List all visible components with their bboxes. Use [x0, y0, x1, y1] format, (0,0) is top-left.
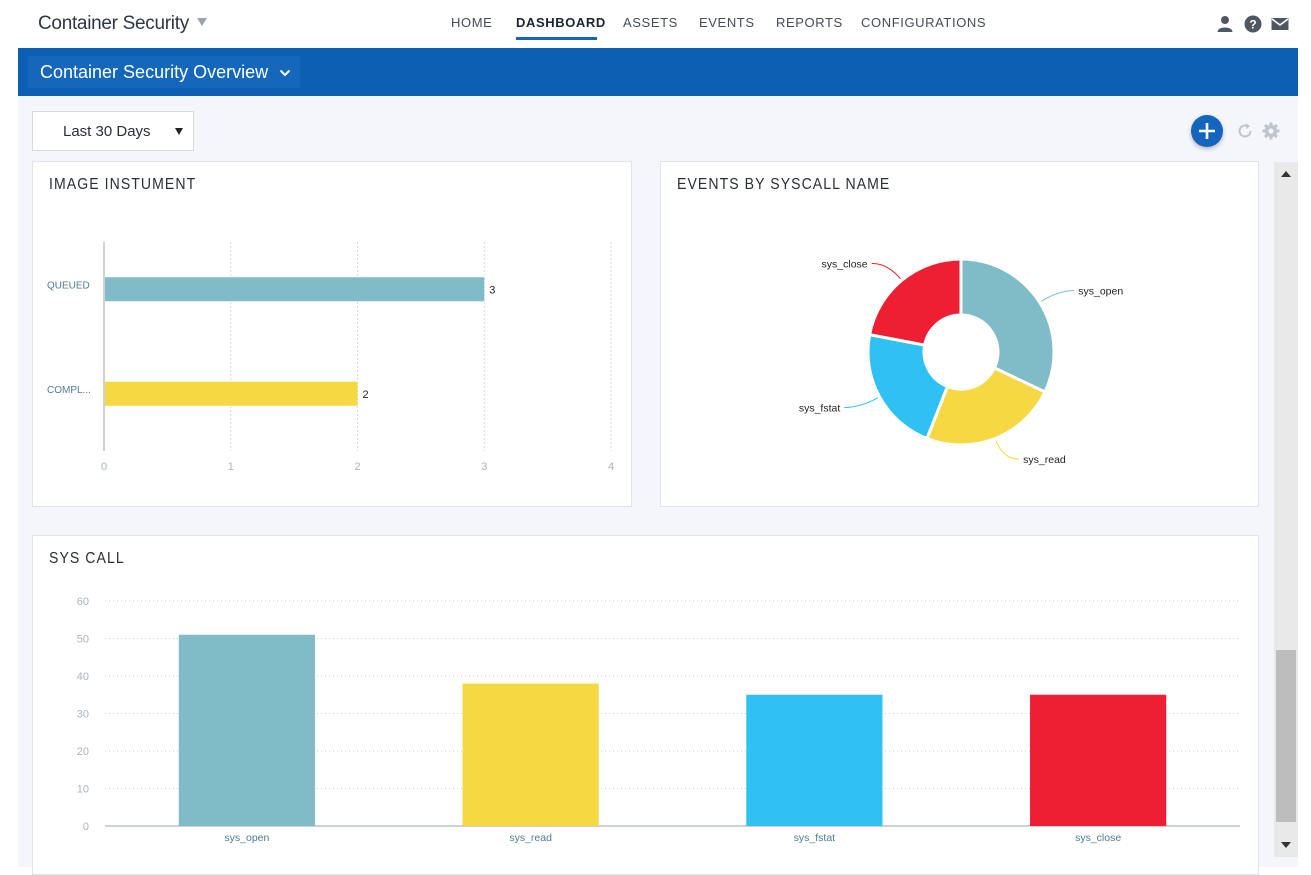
active-nav-indicator — [516, 37, 597, 40]
events-by-syscall-widget: sys_open sys_read sys_fstat sys_close EVENT… — [660, 161, 1259, 507]
scroll-up-icon[interactable] — [1281, 171, 1291, 177]
image-instrument-chart: 0 1 2 3 4 QUEUED 3 COMPL... 2 — [47, 242, 614, 473]
bar — [105, 381, 358, 406]
nav-dashboard[interactable]: DASHBOARD — [516, 15, 606, 30]
widget-title: SYS CALL — [49, 550, 125, 567]
scroll-down-icon[interactable] — [1281, 842, 1291, 848]
date-range-select[interactable]: Last 30 Days — [32, 111, 194, 151]
pie-slice — [867, 257, 963, 347]
data-label: 3 — [489, 284, 495, 296]
leader-line — [995, 440, 1020, 460]
nav-home[interactable]: HOME — [451, 15, 493, 30]
pie-slice — [866, 332, 950, 441]
y-tick-label: QUEUED — [47, 280, 90, 291]
x-tick-label: 1 — [228, 461, 234, 473]
bar — [105, 277, 485, 302]
x-tick-label: 2 — [354, 461, 360, 473]
caret-down-icon — [175, 128, 183, 135]
svg-text:?: ? — [1249, 18, 1256, 32]
user-icon[interactable] — [1216, 15, 1234, 33]
slice-label: sys_close — [822, 258, 868, 270]
top-navigation-bar: Container Security HOME DASHBOARD ASSETS… — [0, 0, 1311, 48]
y-tick-label: 40 — [77, 671, 89, 683]
dashboard-selector[interactable]: Container Security Overview — [28, 56, 300, 88]
slice-label: sys_fstat — [799, 403, 841, 415]
slice-label: sys_read — [1023, 454, 1066, 466]
nav-reports[interactable]: REPORTS — [776, 15, 843, 30]
pie-slice — [924, 365, 1047, 447]
bar — [746, 694, 883, 826]
x-tick-label: 0 — [101, 461, 107, 473]
mail-icon[interactable] — [1271, 15, 1289, 33]
app-title[interactable]: Container Security — [38, 13, 189, 34]
x-tick-label: sys_read — [509, 832, 552, 844]
date-range-value: Last 30 Days — [63, 123, 151, 140]
x-tick-label: 4 — [608, 461, 614, 473]
y-tick-label: 0 — [83, 821, 89, 833]
x-tick-label: 3 — [481, 461, 487, 473]
x-tick-label: sys_close — [1075, 832, 1121, 844]
refresh-icon[interactable] — [1236, 122, 1254, 140]
y-tick-label: 10 — [77, 784, 89, 796]
plus-icon — [1199, 123, 1215, 139]
events-by-syscall-chart: sys_open sys_read sys_fstat sys_close — [799, 257, 1123, 466]
gear-icon[interactable] — [1262, 122, 1280, 140]
x-tick-label: sys_fstat — [794, 832, 836, 844]
dashboard-header: Container Security Overview — [18, 48, 1298, 96]
y-tick-label: 30 — [77, 709, 89, 721]
sys-call-widget: 0 10 20 30 40 50 60 sys_open sys_read sys_fstat sy… — [32, 535, 1259, 875]
y-tick-label: COMPL... — [47, 385, 91, 396]
nav-events[interactable]: EVENTS — [699, 15, 755, 30]
image-instrument-widget: 0 1 2 3 4 QUEUED 3 COMPL... 2 IMAGE INSTUMENT — [32, 161, 632, 507]
slice-label: sys_open — [1078, 286, 1123, 298]
bar — [1030, 694, 1167, 826]
add-widget-button[interactable] — [1191, 115, 1223, 147]
widget-title: EVENTS BY SYSCALL NAME — [677, 176, 891, 193]
leader-line — [871, 262, 901, 280]
y-tick-label: 20 — [77, 746, 89, 758]
nav-configurations[interactable]: CONFIGURATIONS — [861, 15, 987, 30]
y-tick-label: 60 — [77, 596, 89, 608]
app-switcher-caret-icon[interactable] — [197, 18, 207, 26]
vertical-scrollbar[interactable] — [1274, 162, 1298, 857]
bar — [178, 634, 315, 826]
leader-line — [1041, 290, 1075, 302]
dashboard-title: Container Security Overview — [40, 62, 269, 82]
sys-call-chart: 0 10 20 30 40 50 60 sys_open sys_read sys_fstat sy… — [77, 596, 1240, 844]
nav-assets[interactable]: ASSETS — [623, 15, 678, 30]
widget-title: IMAGE INSTUMENT — [49, 176, 197, 193]
data-label: 2 — [363, 389, 369, 401]
help-icon[interactable]: ? — [1244, 15, 1262, 33]
leader-line — [844, 397, 879, 409]
x-tick-label: sys_open — [224, 832, 269, 844]
scrollbar-thumb[interactable] — [1276, 650, 1296, 822]
bar — [462, 683, 599, 826]
y-tick-label: 50 — [77, 634, 89, 646]
pie-slice — [959, 257, 1056, 394]
chevron-down-icon[interactable] — [278, 66, 292, 80]
